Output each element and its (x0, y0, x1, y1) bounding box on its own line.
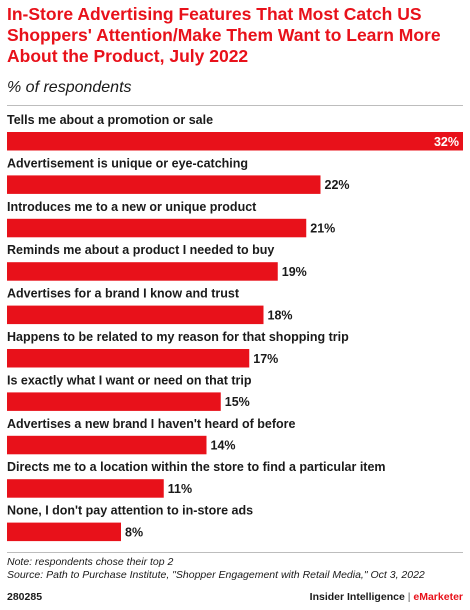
value-label-none-i-don-t-pay-attention-to-in-store-a: 8% (125, 525, 143, 539)
category-label-advertisement-is-unique-or-eye-catching: Advertisement is unique or eye-catching (7, 156, 248, 170)
top-divider (7, 105, 463, 106)
bar-none-i-don-t-pay-attention-to-in-store-a (7, 522, 121, 542)
note-text: Note: respondents chose their top 2 (7, 556, 174, 568)
chart-notes: Note: respondents chose their top 2 Sour… (7, 556, 463, 582)
value-label-happens-to-be-related-to-my-reason-for-t: 17% (253, 352, 278, 366)
bar-directs-me-to-a-location-within-the-stor (7, 479, 164, 498)
bar-tells-me-about-a-promotion-or-sale (7, 132, 463, 151)
value-label-introduces-me-to-a-new-or-unique-product: 21% (310, 222, 335, 236)
value-label-tells-me-about-a-promotion-or-sale: 32% (434, 135, 459, 149)
bar-advertises-for-a-brand-i-know-and-trust (7, 305, 264, 325)
brand-insider-intelligence: Insider Intelligence (309, 591, 405, 603)
brand-separator: | (407, 591, 411, 603)
source-text: Source: Path to Purchase Institute, "Sho… (7, 569, 425, 581)
bar-advertises-a-new-brand-i-haven-t-heard-o (7, 435, 207, 455)
brand-emarketer: eMarketer (413, 591, 463, 603)
category-label-introduces-me-to-a-new-or-unique-product: Introduces me to a new or unique product (7, 200, 257, 214)
value-label-is-exactly-what-i-want-or-need-on-that-t: 15% (225, 395, 250, 409)
category-label-none-i-don-t-pay-attention-to-in-store-a: None, I don't pay attention to in-store … (7, 504, 253, 518)
category-label-is-exactly-what-i-want-or-need-on-that-t: Is exactly what I want or need on that t… (7, 373, 252, 387)
value-label-advertises-a-new-brand-i-haven-t-heard-o: 14% (211, 439, 236, 453)
value-label-directs-me-to-a-location-within-the-stor: 11% (168, 482, 192, 496)
bar-advertisement-is-unique-or-eye-catching (7, 175, 321, 194)
bottom-divider (7, 552, 463, 553)
chart-subtitle: % of respondents (7, 79, 132, 96)
chart-id: 280285 (7, 591, 43, 603)
brand-credit: Insider Intelligence | eMarketer (310, 591, 463, 603)
bar-is-exactly-what-i-want-or-need-on-that-t (7, 392, 221, 411)
bar-chart: Tells me about a promotion or sale 32% Adv… (7, 113, 463, 542)
value-label-reminds-me-about-a-product-i-needed-to-b: 19% (282, 265, 307, 279)
value-label-advertises-for-a-brand-i-know-and-trust: 18% (268, 308, 293, 322)
bar-happens-to-be-related-to-my-reason-for-t (7, 349, 250, 368)
category-label-tells-me-about-a-promotion-or-sale: Tells me about a promotion or sale (7, 113, 213, 127)
value-label-advertisement-is-unique-or-eye-catching: 22% (325, 178, 350, 192)
category-label-directs-me-to-a-location-within-the-stor: Directs me to a location within the stor… (7, 460, 386, 474)
bar-reminds-me-about-a-product-i-needed-to-b (7, 262, 278, 281)
category-label-reminds-me-about-a-product-i-needed-to-b: Reminds me about a product I needed to b… (7, 243, 274, 257)
bar-introduces-me-to-a-new-or-unique-product (7, 218, 307, 238)
category-label-advertises-a-new-brand-i-haven-t-heard-o: Advertises a new brand I haven't heard o… (7, 417, 296, 431)
category-label-advertises-for-a-brand-i-know-and-trust: Advertises for a brand I know and trust (7, 287, 240, 301)
category-label-happens-to-be-related-to-my-reason-for-t: Happens to be related to my reason for t… (7, 330, 349, 344)
chart-title: In-Store Advertising Features That Most … (7, 4, 441, 66)
